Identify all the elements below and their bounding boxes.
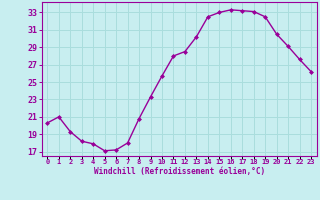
X-axis label: Windchill (Refroidissement éolien,°C): Windchill (Refroidissement éolien,°C) — [94, 167, 265, 176]
